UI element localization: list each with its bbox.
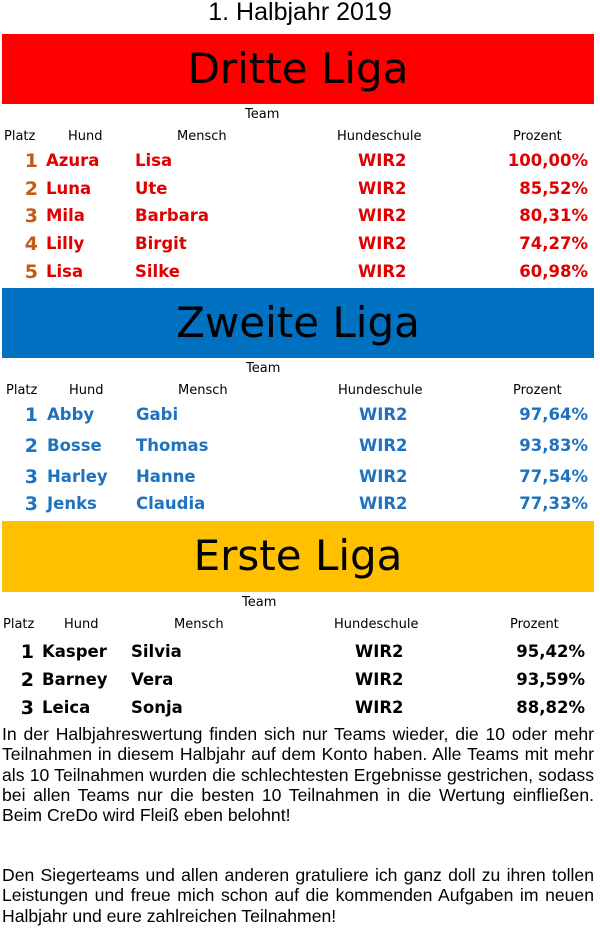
league-banner-dritte: Dritte Liga [2, 34, 594, 104]
header-prozent: Prozent [513, 129, 562, 144]
rank: 2 [20, 669, 34, 691]
percentage: 85,52% [519, 179, 588, 198]
table-row: 3 Harley Hanne WIR2 77,54% [0, 465, 600, 489]
header-hund: Hund [68, 129, 103, 144]
person-name: Claudia [136, 494, 206, 513]
percentage: 95,42% [516, 642, 585, 661]
percentage: 97,64% [519, 405, 588, 424]
dog-name: Azura [46, 151, 100, 170]
page-title: 1. Halbjahr 2019 [208, 0, 392, 26]
rank: 3 [24, 466, 38, 488]
percentage: 93,59% [516, 670, 585, 689]
rank: 3 [24, 493, 38, 515]
percentage: 93,83% [519, 436, 588, 455]
table-row: 3 Jenks Claudia WIR2 77,33% [0, 492, 600, 516]
header-hundeschule: Hundeschule [334, 617, 419, 632]
table-row: 3 Mila Barbara WIR2 80,31% [0, 204, 600, 228]
league-banner-erste: Erste Liga [2, 521, 594, 592]
table-row: 5 Lisa Silke WIR2 60,98% [0, 260, 600, 284]
school-name: WIR2 [355, 670, 404, 689]
school-name: WIR2 [359, 467, 408, 486]
dog-name: Leica [42, 698, 91, 717]
header-hund: Hund [64, 617, 99, 632]
rank: 2 [24, 178, 38, 200]
rank: 5 [24, 261, 38, 283]
percentage: 77,54% [519, 467, 588, 486]
table-row: 1 Kasper Silvia WIR2 95,42% [0, 640, 600, 664]
dog-name: Mila [46, 206, 85, 225]
dog-name: Barney [42, 670, 108, 689]
rank: 1 [20, 641, 34, 663]
dog-name: Lisa [46, 262, 84, 281]
header-mensch: Mensch [174, 617, 224, 632]
dog-name: Kasper [42, 642, 107, 661]
percentage: 100,00% [507, 151, 588, 170]
percentage: 60,98% [519, 262, 588, 281]
rank: 1 [24, 404, 38, 426]
header-prozent: Prozent [510, 617, 559, 632]
header-hundeschule: Hundeschule [338, 383, 423, 398]
team-label: Team [246, 361, 281, 376]
school-name: WIR2 [359, 405, 408, 424]
person-name: Sonja [131, 698, 183, 717]
person-name: Gabi [136, 405, 179, 424]
school-name: WIR2 [358, 179, 407, 198]
person-name: Birgit [135, 234, 187, 253]
dog-name: Abby [47, 405, 95, 424]
dog-name: Harley [47, 467, 108, 486]
school-name: WIR2 [358, 262, 407, 281]
person-name: Silvia [131, 642, 182, 661]
school-name: WIR2 [355, 698, 404, 717]
school-name: WIR2 [358, 151, 407, 170]
header-mensch: Mensch [178, 383, 228, 398]
school-name: WIR2 [355, 642, 404, 661]
percentage: 88,82% [516, 698, 585, 717]
school-name: WIR2 [359, 494, 408, 513]
percentage: 74,27% [519, 234, 588, 253]
header-hundeschule: Hundeschule [337, 129, 422, 144]
dog-name: Lilly [46, 234, 85, 253]
table-row: 2 Luna Ute WIR2 85,52% [0, 177, 600, 201]
table-row: 2 Bosse Thomas WIR2 93,83% [0, 434, 600, 458]
explanation-paragraph: In der Halbjahreswertung finden sich nur… [2, 724, 594, 826]
header-prozent: Prozent [513, 383, 562, 398]
dog-name: Bosse [47, 436, 102, 455]
dog-name: Jenks [47, 494, 97, 513]
rank: 3 [20, 697, 34, 719]
person-name: Silke [135, 262, 180, 281]
team-label: Team [242, 595, 277, 610]
dog-name: Luna [46, 179, 92, 198]
percentage: 77,33% [519, 494, 588, 513]
person-name: Thomas [136, 436, 209, 455]
rank: 3 [24, 205, 38, 227]
header-platz: Platz [6, 383, 38, 398]
team-label: Team [245, 107, 280, 122]
table-row: 3 Leica Sonja WIR2 88,82% [0, 696, 600, 720]
table-row: 2 Barney Vera WIR2 93,59% [0, 668, 600, 692]
header-platz: Platz [4, 129, 36, 144]
person-name: Hanne [136, 467, 196, 486]
header-hund: Hund [69, 383, 104, 398]
school-name: WIR2 [358, 234, 407, 253]
table-row: 1 Abby Gabi WIR2 97,64% [0, 403, 600, 427]
table-row: 1 Azura Lisa WIR2 100,00% [0, 149, 600, 173]
header-platz: Platz [3, 617, 35, 632]
table-row: 4 Lilly Birgit WIR2 74,27% [0, 232, 600, 256]
congratulation-paragraph: Den Siegerteams und allen anderen gratul… [2, 865, 594, 926]
rank: 1 [24, 150, 38, 172]
school-name: WIR2 [359, 436, 408, 455]
person-name: Ute [135, 179, 168, 198]
person-name: Vera [131, 670, 174, 689]
person-name: Lisa [135, 151, 173, 170]
league-banner-zweite: Zweite Liga [2, 288, 594, 358]
school-name: WIR2 [358, 206, 407, 225]
person-name: Barbara [135, 206, 210, 225]
rank: 2 [24, 435, 38, 457]
header-mensch: Mensch [177, 129, 227, 144]
percentage: 80,31% [519, 206, 588, 225]
rank: 4 [24, 233, 38, 255]
